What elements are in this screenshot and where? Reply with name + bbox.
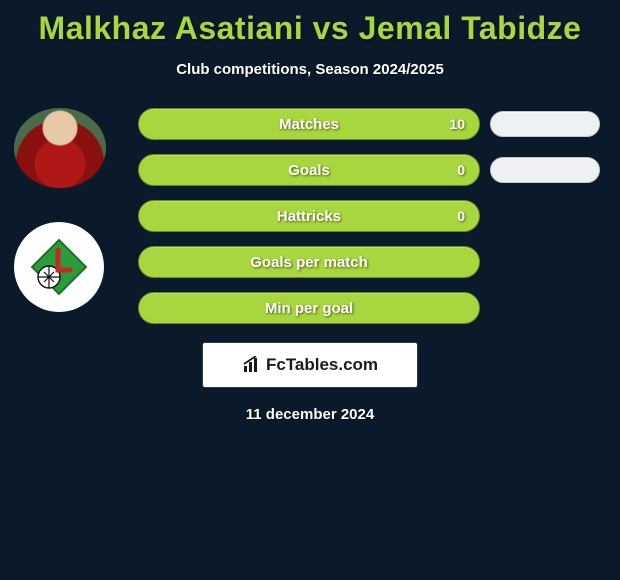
stat-secondary-bar xyxy=(490,111,600,137)
stat-bar: Goals per match xyxy=(138,246,480,278)
source-logo-text: FcTables.com xyxy=(266,355,378,375)
stat-row-hattricks: Hattricks 0 xyxy=(138,200,480,232)
stat-row-goals-per-match: Goals per match xyxy=(138,246,480,278)
stat-value: 10 xyxy=(449,109,465,139)
chart-icon xyxy=(242,356,262,374)
stat-value: 0 xyxy=(457,201,465,231)
date: 11 december 2024 xyxy=(0,406,620,423)
stat-bars: Matches 10 Goals 0 Hattricks 0 Goals per… xyxy=(138,108,480,324)
stat-label: Goals xyxy=(139,155,479,185)
stat-bar: Min per goal xyxy=(138,292,480,324)
club-avatar xyxy=(14,222,104,312)
comparison-area: Matches 10 Goals 0 Hattricks 0 Goals per… xyxy=(0,108,620,324)
stat-value: 0 xyxy=(457,155,465,185)
subtitle: Club competitions, Season 2024/2025 xyxy=(0,61,620,78)
stat-label: Min per goal xyxy=(139,293,479,323)
stat-label: Matches xyxy=(139,109,479,139)
page-title: Malkhaz Asatiani vs Jemal Tabidze xyxy=(0,0,620,47)
stat-bar: Hattricks 0 xyxy=(138,200,480,232)
avatar-column xyxy=(14,108,106,312)
stat-bar: Goals 0 xyxy=(138,154,480,186)
club-logo-icon xyxy=(28,236,90,298)
source-logo: FcTables.com xyxy=(202,342,418,388)
player-avatar xyxy=(14,108,106,188)
stat-label: Goals per match xyxy=(139,247,479,277)
stat-secondary-bar xyxy=(490,157,600,183)
stat-label: Hattricks xyxy=(139,201,479,231)
stat-row-min-per-goal: Min per goal xyxy=(138,292,480,324)
stat-row-matches: Matches 10 xyxy=(138,108,480,140)
stat-row-goals: Goals 0 xyxy=(138,154,480,186)
stat-bar: Matches 10 xyxy=(138,108,480,140)
